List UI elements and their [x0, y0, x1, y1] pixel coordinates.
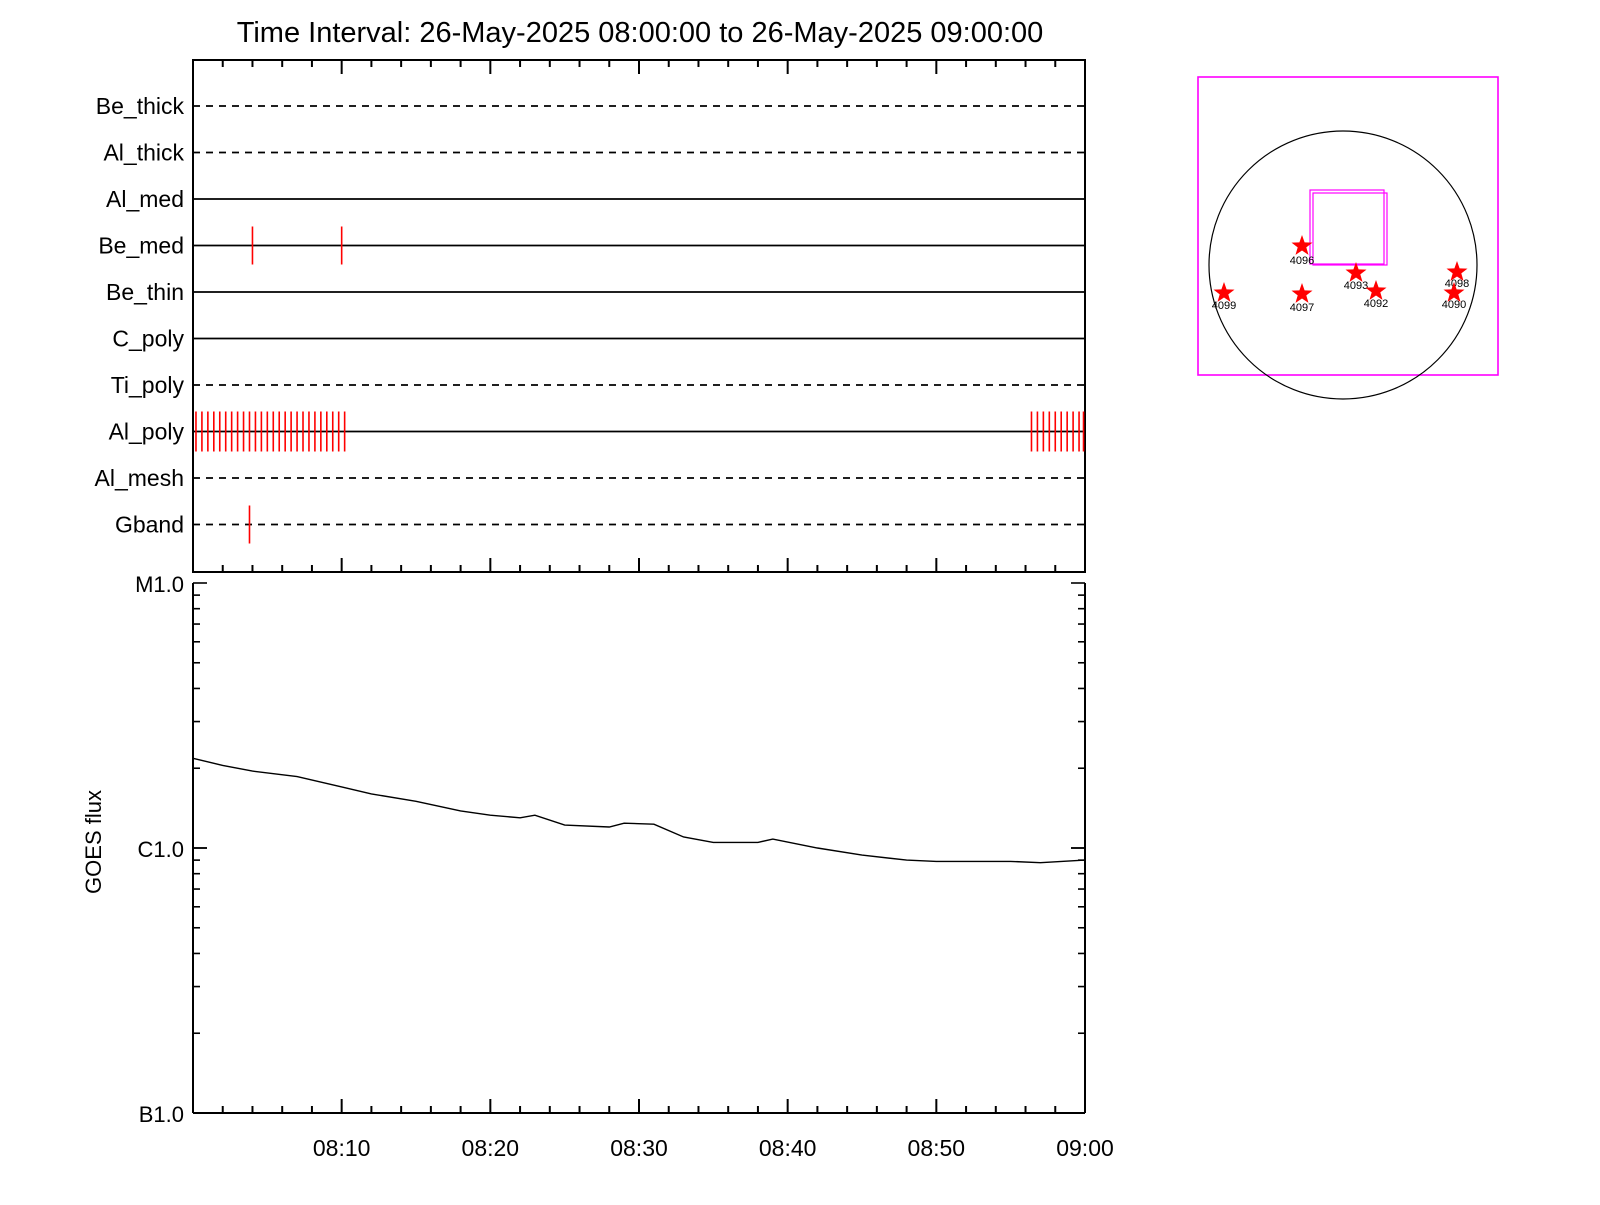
active-region-label: 4096	[1290, 255, 1314, 267]
active-region-label: 4093	[1344, 280, 1368, 292]
active-region-label: 4092	[1364, 298, 1388, 310]
active-region-star	[1446, 261, 1468, 281]
active-region-label: 4098	[1445, 278, 1469, 290]
pointing-box-2	[1312, 192, 1388, 266]
active-region-label: 4097	[1290, 302, 1314, 314]
x-tick-label: 08:40	[759, 1135, 817, 1161]
solar-disk	[1208, 130, 1478, 400]
filter-label: Be_thick	[96, 93, 185, 119]
filter-label: Al_thick	[103, 140, 184, 166]
active-region-star	[1365, 280, 1387, 300]
active-region-star	[1291, 283, 1313, 303]
active-region-star	[1213, 282, 1235, 302]
pointing-box	[1309, 189, 1385, 265]
filter-label: Al_med	[106, 186, 184, 212]
active-region-star	[1291, 235, 1313, 255]
chart-title: Time Interval: 26-May-2025 08:00:00 to 2…	[237, 17, 1044, 49]
active-region-label: 4090	[1442, 299, 1466, 311]
filter-timeline-panel: Be_thick Al_thick Al_med Be_med Be_thin C_pol…	[95, 59, 1086, 573]
goes-flux-panel: 08:10 08:20 08:30 08:40 08:50 09:00 B1.0 C1.0 M1…	[135, 572, 1114, 1161]
filter-label: C_poly	[112, 326, 184, 352]
active-region-star	[1345, 262, 1367, 282]
y-tick-label: M1.0	[135, 572, 184, 597]
x-tick-label: 08:10	[313, 1135, 371, 1161]
x-tick-label: 08:20	[462, 1135, 520, 1161]
filter-label: Al_mesh	[95, 465, 184, 491]
sun-map: 4096 4093 4098 4099 4097 4092 4090	[1197, 76, 1499, 400]
y-tick-label: C1.0	[138, 837, 184, 862]
map-fov-box	[1197, 76, 1499, 376]
x-tick-label: 08:30	[610, 1135, 668, 1161]
filter-label: Gband	[115, 512, 184, 538]
x-tick-label: 08:50	[908, 1135, 966, 1161]
filter-label: Al_poly	[109, 419, 185, 445]
goes-flux-line	[192, 757, 1086, 864]
filter-label: Ti_poly	[111, 372, 185, 398]
active-region-star	[1443, 282, 1465, 302]
x-tick-label: 09:00	[1056, 1135, 1114, 1161]
y-tick-label: B1.0	[139, 1102, 184, 1127]
filter-label: Be_thin	[106, 279, 184, 305]
filter-label: Be_med	[98, 233, 184, 259]
goes-y-axis-label: GOES flux	[81, 790, 106, 894]
active-region-label: 4099	[1212, 300, 1236, 312]
